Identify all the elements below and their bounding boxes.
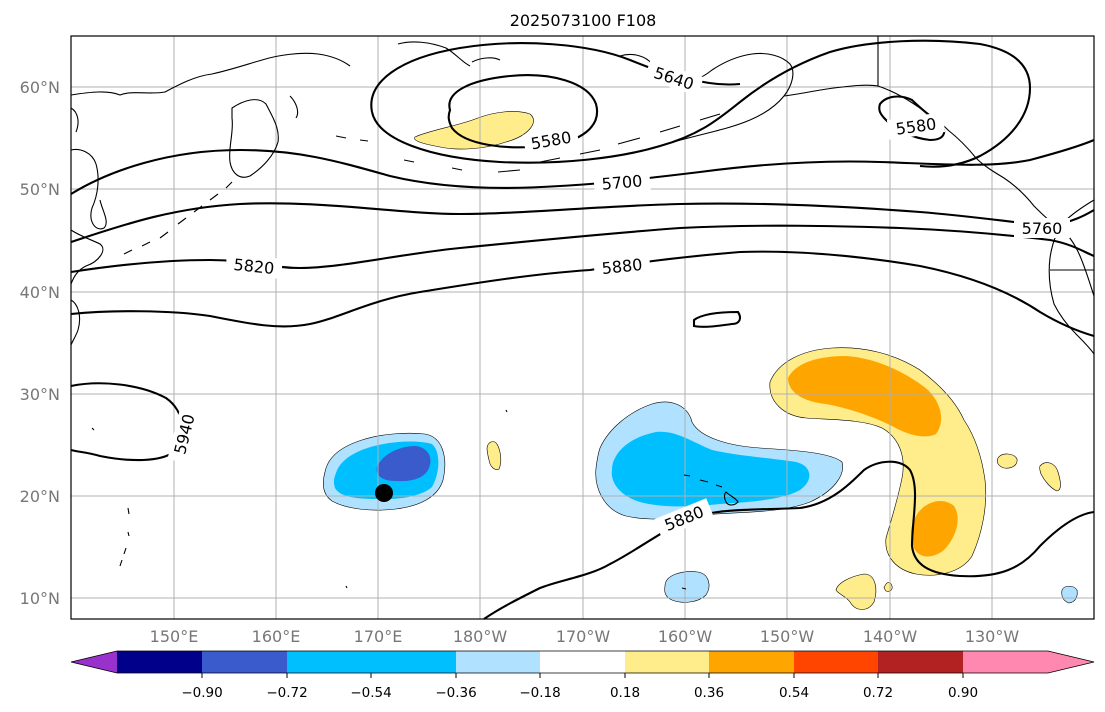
contour-label-5880-north: 5880	[601, 255, 643, 278]
colorbar-tick-label: −0.90	[181, 685, 222, 701]
colorbar-tick-label: −0.36	[435, 685, 476, 701]
storm-center-marker	[375, 484, 393, 502]
contour-5580-east	[878, 95, 946, 142]
colorbar-bin-5	[456, 651, 540, 673]
anomaly-positive-east-core-north	[788, 356, 942, 437]
contour-5880-south	[483, 460, 1095, 620]
anomaly-negative-south	[664, 571, 710, 603]
coastlines	[70, 36, 1095, 590]
map-title: 2025073100 F108	[510, 11, 657, 30]
contour-5880-closed	[692, 310, 742, 328]
coastline-kamchatka	[229, 95, 299, 178]
colorbar-bin-4	[371, 651, 456, 673]
coastline-alaska-chukotka	[397, 41, 1095, 297]
anomaly-positive-small-3	[996, 453, 1018, 469]
colorbar-tick-label: 0.54	[779, 685, 809, 701]
anomaly-positive-bering	[414, 111, 534, 150]
colorbar-extend-min	[71, 651, 117, 673]
lon-label-160e: 160°E	[252, 627, 301, 646]
anomaly-negative-west-core	[376, 446, 431, 482]
colorbar-tick-label: −0.54	[350, 685, 391, 701]
anomaly-positive-small-1	[486, 441, 502, 470]
label-bg-5880-south	[654, 498, 714, 538]
coastline-asia	[70, 52, 351, 346]
contour-label-5700: 5700	[601, 171, 643, 193]
contour-label-5760: 5760	[1022, 219, 1063, 238]
label-bg-5580-east	[886, 112, 946, 140]
lon-label-150w: 150°W	[760, 627, 815, 646]
colorbar-bin-9	[794, 651, 878, 673]
anomaly-positive-small-4	[1039, 462, 1061, 492]
label-bg-5700	[593, 169, 651, 195]
label-bg-5640	[644, 59, 704, 97]
contour-5880-north	[70, 250, 1095, 338]
colorbar-bin-7	[625, 651, 709, 673]
colorbar-tick-label: 0.36	[694, 685, 724, 701]
colorbar-tick-label: 0.90	[948, 685, 978, 701]
lon-label-130w: 130°W	[965, 627, 1020, 646]
colorbar-bin-2	[202, 651, 287, 673]
colorbar-ticks: −0.90 −0.72 −0.54 −0.36 −0.18 0.18 0.36 …	[181, 673, 978, 701]
label-bg-5760	[1014, 218, 1070, 238]
colorbar-bin-10	[878, 651, 963, 673]
lat-label-20n: 20°N	[20, 487, 60, 506]
label-bg-5880-north	[593, 253, 651, 279]
coastline-marianas	[119, 507, 130, 567]
latitude-axis: 60°N 50°N 40°N 30°N 20°N 10°N	[20, 78, 60, 608]
lon-label-170e: 170°E	[354, 627, 403, 646]
contour-label-5820: 5820	[233, 255, 275, 278]
colorbar-bin-3	[287, 651, 371, 673]
colorbar-tick-label: 0.72	[863, 685, 893, 701]
label-bg-5580-west	[522, 125, 580, 155]
longitude-axis: 150°E 160°E 170°E 180°W 170°W 160°W 150°…	[150, 627, 1020, 646]
label-bg-5820	[225, 253, 283, 279]
colorbar: −0.90 −0.72 −0.54 −0.36 −0.18 0.18 0.36 …	[70, 650, 1095, 701]
colorbar-tick-label: 0.18	[610, 685, 640, 701]
lat-label-40n: 40°N	[20, 283, 60, 302]
colorbar-outline	[70, 650, 1095, 674]
lon-label-140w: 140°W	[863, 627, 918, 646]
colorbar-extend-max	[963, 651, 1094, 673]
coastline-small-islands	[91, 409, 687, 590]
contour-5640-inner	[370, 39, 1032, 168]
colorbar-bin-8	[709, 651, 794, 673]
colorbar-bin-6	[540, 651, 625, 673]
coastline-hawaii	[683, 474, 739, 506]
anomaly-shading	[322, 111, 1078, 610]
coastline-aleutians	[335, 113, 721, 173]
contour-5760	[70, 202, 1095, 243]
lat-label-50n: 50°N	[20, 180, 60, 199]
map-frame	[70, 35, 1095, 620]
colorbar-tick-label: −0.18	[519, 685, 560, 701]
map-panel: 5640 5580 5580 5700 5760 5820 5880 5880 …	[70, 35, 1095, 620]
lat-label-10n: 10°N	[20, 589, 60, 608]
lon-label-160w: 160°W	[658, 627, 713, 646]
lon-label-150e: 150°E	[150, 627, 199, 646]
lat-label-60n: 60°N	[20, 78, 60, 97]
label-bg-5940	[167, 404, 201, 464]
contour-5580-west	[447, 74, 599, 149]
colorbar-bin-1	[117, 651, 202, 673]
lat-label-30n: 30°N	[20, 385, 60, 404]
border-lines	[877, 36, 1094, 271]
colorbar-tick-label: −0.72	[266, 685, 307, 701]
anomaly-positive-east-core-south	[911, 501, 958, 557]
lon-label-180w: 180°W	[453, 627, 508, 646]
lon-label-170w: 170°W	[556, 627, 611, 646]
anomaly-negative-hawaii-core	[611, 431, 810, 507]
